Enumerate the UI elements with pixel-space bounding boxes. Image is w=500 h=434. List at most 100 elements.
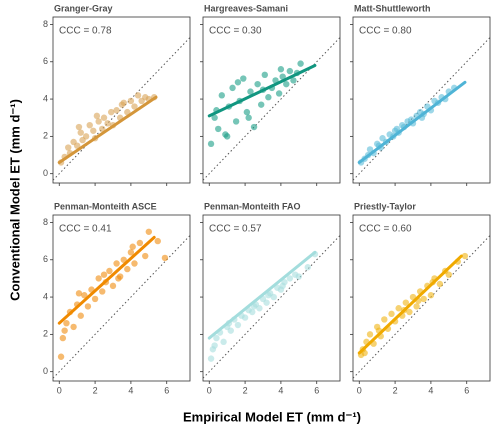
point xyxy=(142,252,149,260)
point xyxy=(84,303,92,310)
x-tick-label: 2 xyxy=(393,385,398,395)
y-tick-label: 0 xyxy=(43,366,48,376)
point xyxy=(247,88,254,95)
point xyxy=(211,114,218,121)
point xyxy=(77,312,84,319)
point xyxy=(61,327,68,334)
point xyxy=(215,125,222,133)
x-tick-label: 6 xyxy=(164,385,169,395)
panel-title: Priestly-Taylor xyxy=(354,201,416,211)
point xyxy=(223,133,231,140)
point xyxy=(286,67,294,75)
x-tick-label: 0 xyxy=(57,385,62,395)
point xyxy=(120,256,127,263)
y-tick-label: 8 xyxy=(43,217,48,227)
point xyxy=(131,260,138,267)
point xyxy=(258,101,265,108)
point xyxy=(82,133,90,140)
panel-title: Hargreaves-Samani xyxy=(204,3,288,13)
x-tick-label: 4 xyxy=(278,385,283,395)
point xyxy=(427,292,435,299)
y-tick-label: 4 xyxy=(43,93,48,103)
point xyxy=(229,84,236,92)
y-tick-label: 6 xyxy=(43,254,48,264)
point xyxy=(207,140,215,148)
point xyxy=(100,114,108,121)
annotation: CCC = 0.30 xyxy=(209,26,262,37)
point xyxy=(297,60,304,67)
x-tick-label: 6 xyxy=(314,385,319,395)
point xyxy=(270,293,277,301)
point xyxy=(211,342,218,349)
point xyxy=(77,129,84,136)
x-tick-label: 0 xyxy=(357,385,362,395)
point xyxy=(279,73,286,80)
point xyxy=(265,94,272,101)
point xyxy=(249,308,256,316)
y-tick-label: 8 xyxy=(43,19,48,29)
y-tick-label: 2 xyxy=(43,131,48,141)
annotation: CCC = 0.60 xyxy=(359,224,412,235)
point xyxy=(129,243,136,250)
point xyxy=(207,355,215,362)
point xyxy=(124,265,131,273)
point xyxy=(279,282,286,290)
point xyxy=(227,327,234,334)
point xyxy=(109,282,117,290)
fit-line xyxy=(57,235,156,325)
annotation: CCC = 0.78 xyxy=(59,26,112,37)
point xyxy=(65,144,72,151)
point xyxy=(366,331,374,338)
point xyxy=(241,314,249,321)
panel-title: Matt-Shuttleworth xyxy=(354,3,431,13)
point xyxy=(90,127,97,134)
point xyxy=(283,80,290,88)
panel-frame xyxy=(52,16,191,184)
point xyxy=(234,321,242,329)
point xyxy=(388,310,395,318)
point xyxy=(263,299,270,306)
identity-line xyxy=(352,37,491,181)
point xyxy=(127,249,135,256)
fit-line xyxy=(57,95,158,164)
x-tick-label: 2 xyxy=(243,385,248,395)
y-tick-label: 2 xyxy=(43,329,48,339)
point xyxy=(445,271,453,278)
point xyxy=(243,108,251,116)
panel-frame xyxy=(202,16,341,184)
fit-line xyxy=(207,250,317,340)
point xyxy=(413,303,420,310)
point xyxy=(136,239,144,247)
point xyxy=(100,271,108,278)
point xyxy=(234,79,242,86)
point xyxy=(99,288,106,295)
identity-line xyxy=(352,235,491,379)
point xyxy=(113,260,120,267)
point xyxy=(295,273,303,280)
point xyxy=(127,97,135,105)
point xyxy=(108,108,115,116)
point xyxy=(75,290,83,297)
point xyxy=(91,295,99,303)
panel-title: Penman-Monteith ASCE xyxy=(54,201,157,211)
point xyxy=(81,292,88,299)
point xyxy=(131,103,138,110)
point xyxy=(395,305,402,312)
point xyxy=(95,118,102,125)
point xyxy=(134,92,142,99)
point xyxy=(70,323,77,331)
y-tick-label: 0 xyxy=(43,168,48,178)
point xyxy=(75,123,83,131)
x-axis-label: Empirical Model ET (mm d⁻¹) xyxy=(183,409,361,424)
point xyxy=(254,80,261,88)
point xyxy=(240,75,247,82)
point xyxy=(402,299,410,306)
point xyxy=(145,228,153,235)
x-tick-label: 4 xyxy=(128,385,133,395)
point xyxy=(213,334,220,342)
point xyxy=(420,295,427,303)
point xyxy=(113,107,120,114)
point xyxy=(104,120,111,127)
point xyxy=(277,66,285,73)
